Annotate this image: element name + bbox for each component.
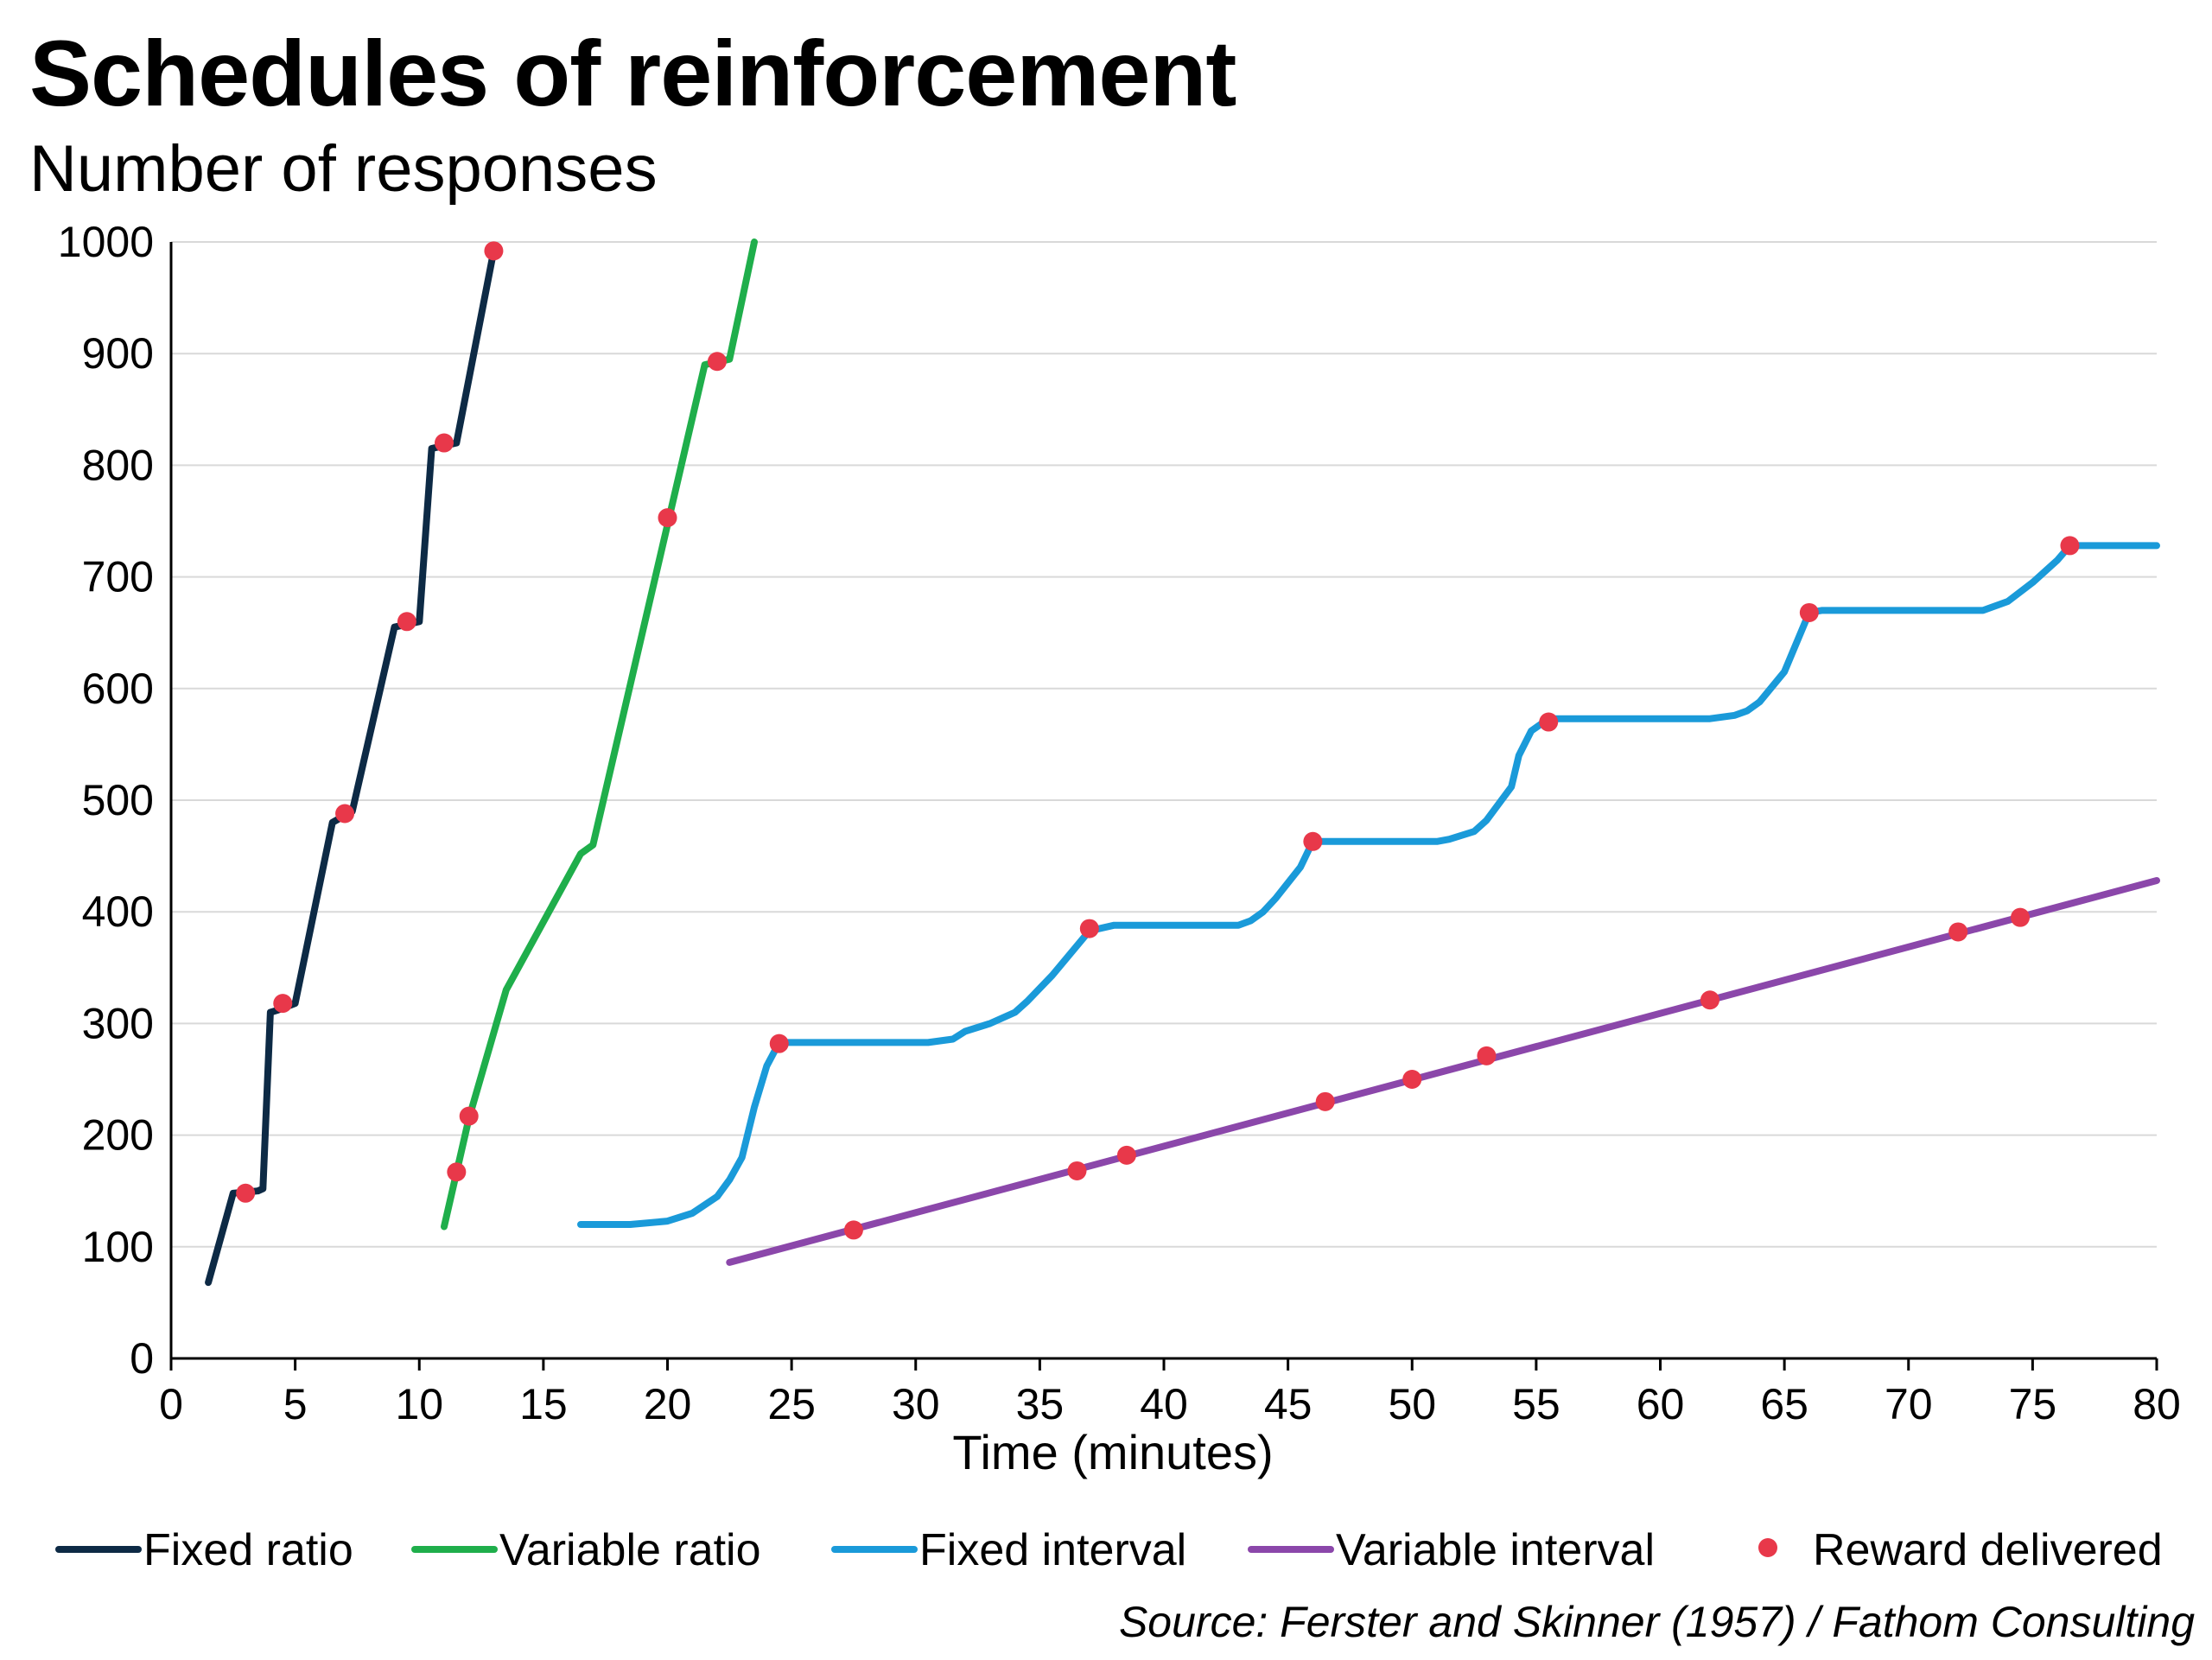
x-tick-label: 30 xyxy=(892,1380,940,1428)
y-tick-label: 1000 xyxy=(58,218,154,266)
reward-marker xyxy=(273,994,293,1014)
y-tick-label: 300 xyxy=(82,999,154,1047)
reward-marker xyxy=(397,612,416,632)
reward-marker xyxy=(434,433,454,453)
reward-marker xyxy=(1315,1091,1335,1111)
reward-marker xyxy=(1477,1046,1497,1065)
reward-markers xyxy=(236,241,2080,1240)
x-tick-label: 25 xyxy=(767,1380,816,1428)
x-tick-label: 0 xyxy=(159,1380,183,1428)
reward-marker xyxy=(335,804,355,824)
legend-swatch-reward-delivered xyxy=(1758,1538,1777,1557)
x-tick-label: 75 xyxy=(2009,1380,2057,1428)
legend-label-variable-interval: Variable interval xyxy=(1336,1525,1655,1575)
chart-title: Schedules of reinforcement xyxy=(29,21,1236,125)
reward-marker xyxy=(1402,1070,1422,1089)
y-tick-label: 900 xyxy=(82,329,154,378)
reward-marker xyxy=(447,1162,467,1182)
y-tick-label: 500 xyxy=(82,776,154,824)
series-line-fixed-interval xyxy=(577,542,2160,1228)
y-tick-label: 400 xyxy=(82,887,154,936)
reward-marker xyxy=(1116,1145,1136,1165)
series-line-variable-ratio xyxy=(441,239,758,1231)
reward-marker xyxy=(484,241,504,261)
series-lines xyxy=(205,239,2160,1287)
reward-marker xyxy=(1303,831,1323,851)
legend-label-fixed-ratio: Fixed ratio xyxy=(143,1525,353,1575)
reward-marker xyxy=(1799,602,1819,622)
source-note: Source: Ferster and Skinner (1957) / Fat… xyxy=(1118,1598,2195,1646)
y-tick-labels: 0 100 200 300 400 500 600 700 800 900 1000 xyxy=(58,218,154,1383)
reward-marker xyxy=(1067,1161,1087,1180)
reward-marker xyxy=(1948,922,1968,942)
x-tick-label: 70 xyxy=(1885,1380,1933,1428)
reward-marker xyxy=(1079,919,1099,938)
y-tick-label: 600 xyxy=(82,665,154,713)
reward-marker xyxy=(843,1220,863,1240)
reward-marker xyxy=(1700,990,1719,1010)
x-tick-label: 80 xyxy=(2133,1380,2181,1428)
reward-marker xyxy=(459,1106,479,1126)
reward-marker xyxy=(658,508,677,528)
y-tick-label: 100 xyxy=(82,1223,154,1271)
x-tick-label: 55 xyxy=(1512,1380,1560,1428)
axes xyxy=(169,242,2158,1371)
x-tick-label: 15 xyxy=(519,1380,568,1428)
x-tick-labels: 0 5 10 15 20 25 30 35 40 45 50 55 60 65 70 75 80 xyxy=(159,1380,2181,1428)
gridlines xyxy=(171,241,2157,1248)
legend: Fixed ratio Variable ratio Fixed interval V… xyxy=(55,1525,2163,1575)
reward-marker xyxy=(707,352,727,372)
x-tick-label: 20 xyxy=(644,1380,692,1428)
x-axis-label: Time (minutes) xyxy=(952,1425,1273,1479)
y-tick-label: 200 xyxy=(82,1111,154,1160)
legend-label-fixed-interval: Fixed interval xyxy=(919,1525,1186,1575)
x-tick-label: 60 xyxy=(1637,1380,1685,1428)
legend-label-variable-ratio: Variable ratio xyxy=(499,1525,761,1575)
x-tick-label: 65 xyxy=(1760,1380,1808,1428)
y-tick-label: 800 xyxy=(82,441,154,489)
reward-marker xyxy=(2011,907,2031,927)
series-line-fixed-ratio xyxy=(205,247,498,1287)
reward-marker xyxy=(1539,712,1559,732)
x-tick-label: 45 xyxy=(1264,1380,1313,1428)
x-tick-label: 50 xyxy=(1388,1380,1436,1428)
x-tick-label: 40 xyxy=(1140,1380,1188,1428)
y-tick-label: 700 xyxy=(82,553,154,601)
legend-label-reward-delivered: Reward delivered xyxy=(1813,1525,2163,1575)
x-tick-label: 35 xyxy=(1016,1380,1065,1428)
series-line-variable-interval xyxy=(726,877,2160,1266)
x-tick-label: 5 xyxy=(283,1380,308,1428)
reward-marker xyxy=(2060,536,2080,556)
y-tick-label: 0 xyxy=(130,1334,154,1383)
reward-marker xyxy=(236,1183,256,1203)
reward-marker xyxy=(769,1034,789,1053)
x-tick-label: 10 xyxy=(395,1380,443,1428)
chart-subtitle: Number of responses xyxy=(29,132,658,206)
